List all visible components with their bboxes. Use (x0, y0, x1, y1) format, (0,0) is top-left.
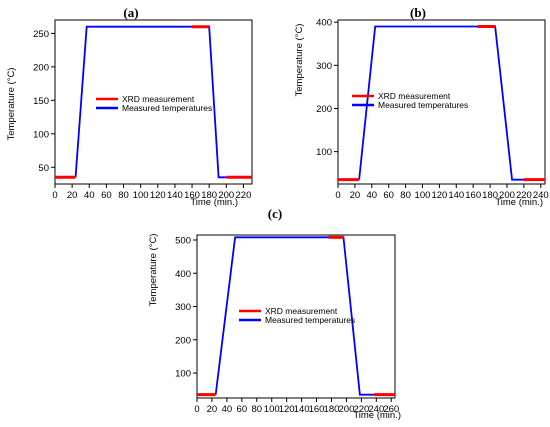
x-tick-label-c-2: 40 (222, 404, 233, 415)
x-tick-label-b-2: 40 (367, 190, 378, 201)
x-tick-label-b-9: 180 (482, 190, 498, 201)
legend-a: XRD measurement Measured temperatures (96, 94, 212, 113)
x-tick-label-c-8: 160 (309, 404, 325, 415)
panel-label-b: (b) (410, 5, 426, 20)
y-tick-label-b-3: 400 (316, 18, 332, 29)
x-tick-label-c-1: 20 (207, 404, 218, 415)
x-tick-label-c-3: 60 (237, 404, 248, 415)
y-tick-label-a-1: 100 (33, 129, 49, 140)
panel-label-c: (c) (268, 206, 282, 221)
x-tick-label-b-1: 20 (350, 190, 361, 201)
x-tick-label-c-0: 0 (194, 404, 199, 415)
x-tick-label-a-5: 100 (133, 190, 149, 201)
y-tick-label-b-2: 300 (316, 61, 332, 72)
plot-frame-c (196, 234, 396, 399)
x-tick-label-a-4: 80 (118, 190, 129, 201)
legend-b-xrd-label: XRD measurement (378, 91, 451, 101)
legend-b-measured-label: Measured temperatures (378, 100, 468, 110)
y-tick-label-a-3: 200 (33, 62, 49, 73)
x-tick-label-b-8: 160 (465, 190, 481, 201)
x-tick-label-a-11: 220 (236, 190, 252, 201)
plot-frame-a (54, 19, 253, 185)
x-tick-label-b-10: 200 (499, 190, 515, 201)
chart-panel-a: 0 20 40 60 80 100 120 140 160 180 200 2205010015020… (6, 5, 253, 208)
panel-label-a: (a) (123, 5, 138, 20)
y-tick-label-a-2: 150 (33, 96, 49, 107)
y-tick-label-c-1: 200 (175, 335, 191, 346)
x-tick-label-b-7: 140 (448, 190, 464, 201)
plot-layer-a: 0 20 40 60 80 100 120 140 160 180 200 2205010015020… (33, 19, 253, 201)
chart-panel-c: 0 20 40 60 80 100 120 140 160 180 200 220 240 2601002… (148, 206, 401, 421)
plot-layer-c: 0 20 40 60 80 100 120 140 160 180 200 220 240 2601002… (175, 234, 399, 415)
x-tick-label-a-0: 0 (52, 190, 57, 201)
x-tick-label-b-0: 0 (335, 190, 340, 201)
x-tick-label-a-1: 20 (67, 190, 78, 201)
x-tick-label-a-8: 160 (184, 190, 200, 201)
x-axis-label-b: Time (min.) (495, 197, 543, 208)
x-tick-label-b-6: 120 (431, 190, 447, 201)
x-tick-label-a-2: 40 (84, 190, 95, 201)
legend-c-xrd-label: XRD measurement (265, 306, 338, 316)
y-axis-label-c: Temperature (°C) (148, 234, 159, 307)
x-tick-label-a-10: 200 (218, 190, 234, 201)
x-tick-label-b-3: 60 (383, 190, 394, 201)
x-tick-label-a-3: 60 (101, 190, 112, 201)
x-axis-label-a: Time (min.) (190, 197, 238, 208)
legend-c: XRD measurement Measured temperatures (239, 306, 355, 325)
x-tick-label-b-11: 220 (516, 190, 532, 201)
y-axis-label-a: Temperature (°C) (6, 68, 17, 141)
y-axis-label-b: Temperature (°C) (294, 24, 305, 97)
x-tick-label-c-11: 220 (353, 404, 369, 415)
x-tick-label-c-4: 80 (251, 404, 262, 415)
legend-b: XRD measurement Measured temperatures (352, 91, 468, 110)
y-tick-label-c-2: 300 (175, 302, 191, 313)
y-tick-label-a-0: 50 (38, 163, 49, 174)
x-tick-label-b-4: 80 (400, 190, 411, 201)
x-tick-label-a-9: 180 (201, 190, 217, 201)
x-tick-label-b-12: 240 (533, 190, 549, 201)
y-tick-label-b-0: 100 (316, 147, 332, 158)
x-tick-label-c-5: 100 (264, 404, 280, 415)
x-tick-label-c-13: 260 (383, 404, 399, 415)
y-tick-label-b-1: 200 (316, 104, 332, 115)
plot-frame-b (337, 19, 546, 185)
legend-c-measured-label: Measured temperatures (265, 315, 355, 325)
legend-a-measured-label: Measured temperatures (122, 103, 212, 113)
x-tick-label-c-9: 180 (324, 404, 340, 415)
x-tick-label-c-7: 140 (294, 404, 310, 415)
plot-layer-b: 0 20 40 60 80 100 120 140 160 180 200 220 2401002003… (316, 18, 549, 201)
x-tick-label-a-7: 140 (167, 190, 183, 201)
x-tick-label-a-6: 120 (150, 190, 166, 201)
x-tick-label-b-5: 100 (415, 190, 431, 201)
y-tick-label-c-3: 400 (175, 269, 191, 280)
x-tick-label-c-12: 240 (368, 404, 384, 415)
legend-a-xrd-label: XRD measurement (122, 94, 195, 104)
x-axis-label-c: Time (min.) (353, 410, 401, 421)
chart-panel-b: 0 20 40 60 80 100 120 140 160 180 200 220 2401002003… (294, 5, 549, 208)
x-tick-label-c-6: 120 (279, 404, 295, 415)
y-tick-label-c-4: 500 (175, 235, 191, 246)
y-tick-label-a-4: 250 (33, 29, 49, 40)
x-tick-label-c-10: 200 (339, 404, 355, 415)
y-tick-label-c-0: 100 (175, 369, 191, 380)
